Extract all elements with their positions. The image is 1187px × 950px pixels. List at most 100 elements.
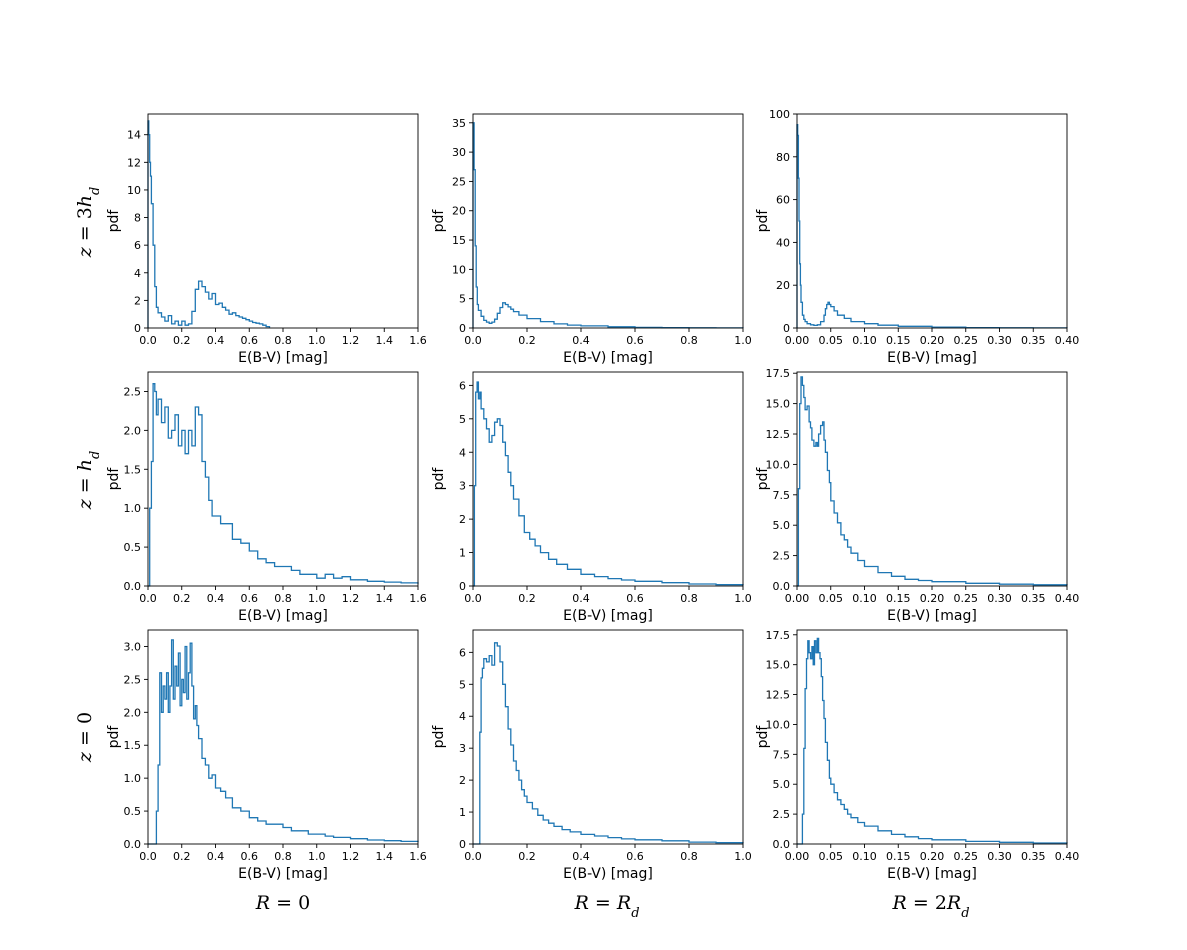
x-tick-label: 1.4 <box>376 334 394 347</box>
x-axis-label: E(B-V) [mag] <box>563 608 653 624</box>
x-tick-label: 1.2 <box>342 592 360 605</box>
x-tick-label: 0.8 <box>680 334 698 347</box>
y-tick-label: 12.5 <box>766 689 791 702</box>
x-tick-label: 1.0 <box>734 850 752 863</box>
x-tick-label: 0.0 <box>139 334 157 347</box>
y-tick-label: 4 <box>134 267 141 280</box>
x-tick-label: 0.15 <box>886 592 911 605</box>
x-tick-label: 0.25 <box>954 334 979 347</box>
column-label: R = 2Rd <box>892 892 972 921</box>
x-tick-label: 0.25 <box>954 592 979 605</box>
x-tick-label: 0.15 <box>886 334 911 347</box>
y-tick-label: 5.0 <box>773 778 791 791</box>
subplot-r2-c1: 0.0 0.2 0.4 0.6 0.8 1.0 0 1 2 3 4 5 6 E(B-V) [mag] pdf <box>431 629 752 882</box>
y-tick-label: 1.0 <box>124 772 142 785</box>
x-tick-label: 0.2 <box>173 592 191 605</box>
x-tick-label: 0.2 <box>173 850 191 863</box>
x-tick-label: 0.25 <box>954 850 979 863</box>
y-tick-label: 15.0 <box>766 398 791 411</box>
x-axis-label: E(B-V) [mag] <box>563 866 653 882</box>
y-tick-label: 4 <box>459 710 466 723</box>
x-tick-label: 1.4 <box>376 850 394 863</box>
x-tick-label: 0.00 <box>785 592 810 605</box>
y-tick-label: 1.5 <box>124 739 142 752</box>
y-tick-label: 2 <box>459 513 466 526</box>
histogram-line <box>147 120 271 328</box>
x-tick-label: 0.8 <box>274 592 292 605</box>
y-tick-label: 40 <box>776 236 790 249</box>
x-axis-label: E(B-V) [mag] <box>887 350 977 366</box>
subplot-r2-c0: 0.0 0.2 0.4 0.6 0.8 1.0 1.2 1.4 1.6 0.0 0.5 1.0 1.5 2… <box>106 629 427 882</box>
x-tick-label: 0.0 <box>139 592 157 605</box>
y-tick-label: 10.0 <box>766 718 791 731</box>
x-tick-label: 0.0 <box>139 850 157 863</box>
y-tick-label: 6 <box>459 379 466 392</box>
subplot-r0-c2: 0.00 0.05 0.10 0.15 0.20 0.25 0.30 0.35 0.40 0 20 4… <box>755 108 1079 366</box>
y-tick-label: 7.5 <box>773 489 791 502</box>
x-tick-label: 0.4 <box>207 334 225 347</box>
y-tick-label: 1.0 <box>124 502 142 515</box>
x-tick-label: 0.4 <box>572 592 590 605</box>
x-tick-label: 0.0 <box>464 592 482 605</box>
y-tick-label: 7.5 <box>773 748 791 761</box>
y-tick-label: 60 <box>776 194 790 207</box>
x-tick-label: 0.00 <box>785 850 810 863</box>
y-tick-label: 0.5 <box>124 541 142 554</box>
subplot-r2-c2: 0.00 0.05 0.10 0.15 0.20 0.25 0.30 0.35 0.40 0.0 2… <box>755 629 1079 882</box>
y-tick-label: 3 <box>459 742 466 755</box>
y-tick-label: 8 <box>134 212 141 225</box>
x-tick-label: 0.10 <box>852 592 877 605</box>
y-tick-label: 4 <box>459 446 466 459</box>
x-tick-label: 0.6 <box>626 850 644 863</box>
x-tick-label: 0.4 <box>572 850 590 863</box>
y-axis-label: pdf <box>106 209 122 233</box>
y-tick-label: 1 <box>459 806 466 819</box>
x-tick-label: 0.35 <box>1021 334 1046 347</box>
y-axis-label: pdf <box>431 209 447 233</box>
axes-frame <box>796 113 1068 329</box>
subplot-r1-c0: 0.0 0.2 0.4 0.6 0.8 1.0 1.2 1.4 1.6 0.0 0.5 1.0 1.5 2… <box>106 371 427 624</box>
x-tick-label: 0.10 <box>852 850 877 863</box>
y-tick-label: 0.0 <box>124 580 142 593</box>
x-tick-label: 1.0 <box>734 334 752 347</box>
y-tick-label: 5.0 <box>773 519 791 532</box>
y-tick-label: 2.5 <box>773 808 791 821</box>
x-tick-label: 0.05 <box>819 334 844 347</box>
column-label: R = 0 <box>255 892 310 914</box>
histogram-line <box>797 637 1068 845</box>
y-tick-label: 35 <box>452 117 466 130</box>
x-tick-label: 1.0 <box>308 592 326 605</box>
x-axis-label: E(B-V) [mag] <box>238 350 328 366</box>
x-tick-label: 0.05 <box>819 850 844 863</box>
y-tick-label: 6 <box>459 646 466 659</box>
x-tick-label: 0.20 <box>920 592 945 605</box>
x-tick-label: 0.8 <box>680 592 698 605</box>
subplot-r0-c0: 0.0 0.2 0.4 0.6 0.8 1.0 1.2 1.4 1.6 0 2 4 6 8 10 12 14 E(… <box>106 113 427 366</box>
column-label: R = Rd <box>574 892 642 921</box>
x-tick-label: 0.30 <box>987 592 1012 605</box>
y-tick-label: 6 <box>134 239 141 252</box>
y-tick-label: 2.0 <box>124 424 142 437</box>
x-axis-label: E(B-V) [mag] <box>563 350 653 366</box>
x-axis-label: E(B-V) [mag] <box>887 608 977 624</box>
y-tick-label: 15 <box>452 234 466 247</box>
x-tick-label: 0.6 <box>241 850 259 863</box>
y-tick-label: 12 <box>127 156 141 169</box>
y-tick-label: 20 <box>776 279 790 292</box>
subplot-grid: 0.0 0.2 0.4 0.6 0.8 1.0 1.2 1.4 1.602468101214E(… <box>106 108 1079 882</box>
y-tick-label: 3.0 <box>124 640 142 653</box>
x-tick-label: 0.6 <box>626 334 644 347</box>
histogram-line <box>473 381 744 587</box>
x-tick-label: 0.6 <box>626 592 644 605</box>
axes-frame <box>796 371 1068 587</box>
subplot-r0-c1: 0.0 0.2 0.4 0.6 0.8 1.0 0 5 10 15 20 25 30 35 E(B-V) [… <box>431 113 752 366</box>
x-tick-label: 0.40 <box>1055 850 1080 863</box>
x-tick-label: 0.05 <box>819 592 844 605</box>
y-tick-label: 0 <box>459 322 466 335</box>
y-tick-label: 30 <box>452 146 466 159</box>
y-tick-label: 1.5 <box>124 463 142 476</box>
y-tick-label: 20 <box>452 205 466 218</box>
x-tick-label: 0.2 <box>518 334 536 347</box>
x-tick-label: 1.0 <box>308 850 326 863</box>
